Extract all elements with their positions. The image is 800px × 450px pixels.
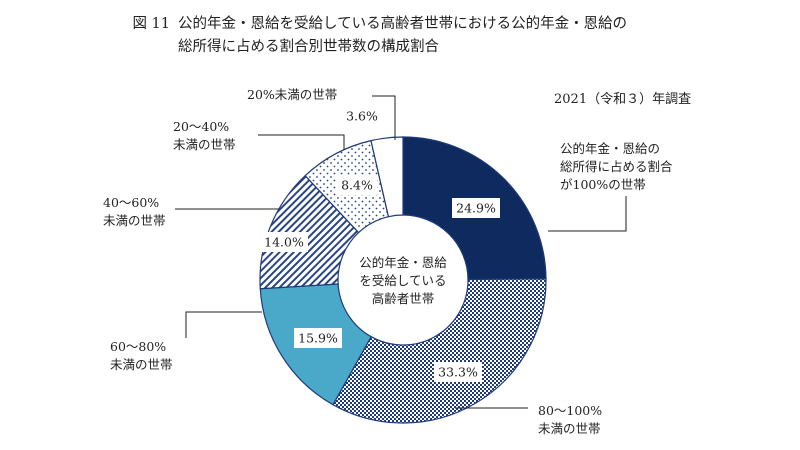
- survey-note: 2021（令和３）年調査: [554, 92, 692, 107]
- label-under20: 20%未満の世帯: [247, 87, 338, 102]
- value-label-bg-1: [434, 362, 482, 382]
- chart-title-line2: 総所得に占める割合別世帯数の構成割合: [178, 39, 439, 55]
- label-100-l1: 公的年金・恩給の: [560, 141, 661, 156]
- value-label-bg-3: [260, 232, 308, 252]
- value-label-bg-0: [452, 198, 500, 218]
- label-40-60-l1: 40〜60%: [103, 195, 160, 210]
- chart-title-prefix: 図 11: [132, 16, 170, 32]
- value-label-5: 3.6%: [346, 109, 378, 124]
- chart-title-line1: 公的年金・恩給を受給している高齢者世帯における公的年金・恩給の: [178, 16, 628, 32]
- value-label-1: 33.3%: [438, 365, 478, 380]
- value-label-bg-2: [294, 328, 342, 348]
- label-20-40-l1: 20〜40%: [173, 119, 230, 134]
- value-label-4: 8.4%: [341, 178, 373, 193]
- value-label-2: 15.9%: [298, 331, 338, 346]
- label-60-80-l2: 未満の世帯: [110, 357, 173, 372]
- leader-lines: [175, 95, 627, 409]
- slice-1: [332, 278, 547, 424]
- label-60-80-l1: 60〜80%: [110, 339, 167, 354]
- value-label-bg-4: [337, 175, 377, 195]
- center-label-l1: 公的年金・恩給: [359, 255, 447, 270]
- label-20-40-l2: 未満の世帯: [173, 137, 236, 152]
- label-80-100-l2: 未満の世帯: [538, 421, 601, 436]
- slice-5: [370, 136, 404, 218]
- value-label-0: 24.9%: [456, 201, 496, 216]
- label-100-l3: が100%の世帯: [560, 177, 646, 192]
- center-label-l2: を受給している: [359, 273, 447, 288]
- label-80-100-l1: 80〜100%: [538, 403, 603, 418]
- center-label-l3: 高齢者世帯: [371, 291, 435, 306]
- label-40-60-l2: 未満の世帯: [103, 213, 166, 228]
- label-100-l2: 総所得に占める割合: [560, 159, 673, 174]
- value-label-3: 14.0%: [264, 235, 304, 250]
